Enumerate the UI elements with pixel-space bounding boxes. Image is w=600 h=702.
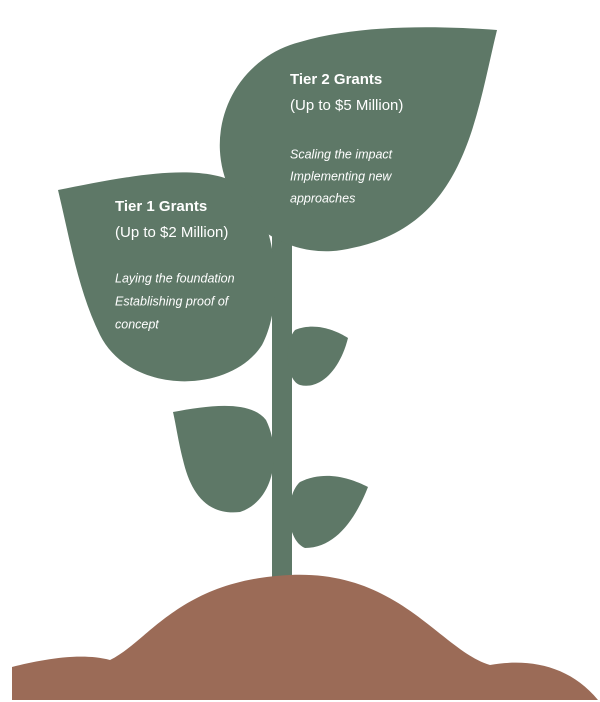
stem (272, 200, 292, 595)
tier-description: approaches (290, 191, 355, 205)
tier-amount: (Up to $2 Million) (115, 224, 228, 241)
tier-2-text: Tier 2 Grants (Up to $5 Million) Scaling… (290, 71, 403, 205)
tier-description: Laying the foundation (115, 271, 235, 285)
small-leaf (289, 475, 368, 548)
tier-1-leaf (58, 172, 276, 382)
tier-2-leaf (219, 27, 498, 252)
tier-description: Scaling the impact (290, 147, 393, 161)
soil (12, 574, 598, 700)
tier-1-text: Tier 1 Grants (Up to $2 Million) Laying … (115, 198, 235, 331)
small-leaf (287, 326, 348, 386)
tier-title: Tier 2 Grants (290, 71, 382, 88)
tier-title: Tier 1 Grants (115, 198, 207, 215)
small-leaf (173, 405, 274, 513)
tier-description: Implementing new (290, 169, 392, 183)
tier-description: concept (115, 317, 159, 331)
tier-amount: (Up to $5 Million) (290, 97, 403, 114)
tier-description: Establishing proof of (115, 294, 230, 308)
